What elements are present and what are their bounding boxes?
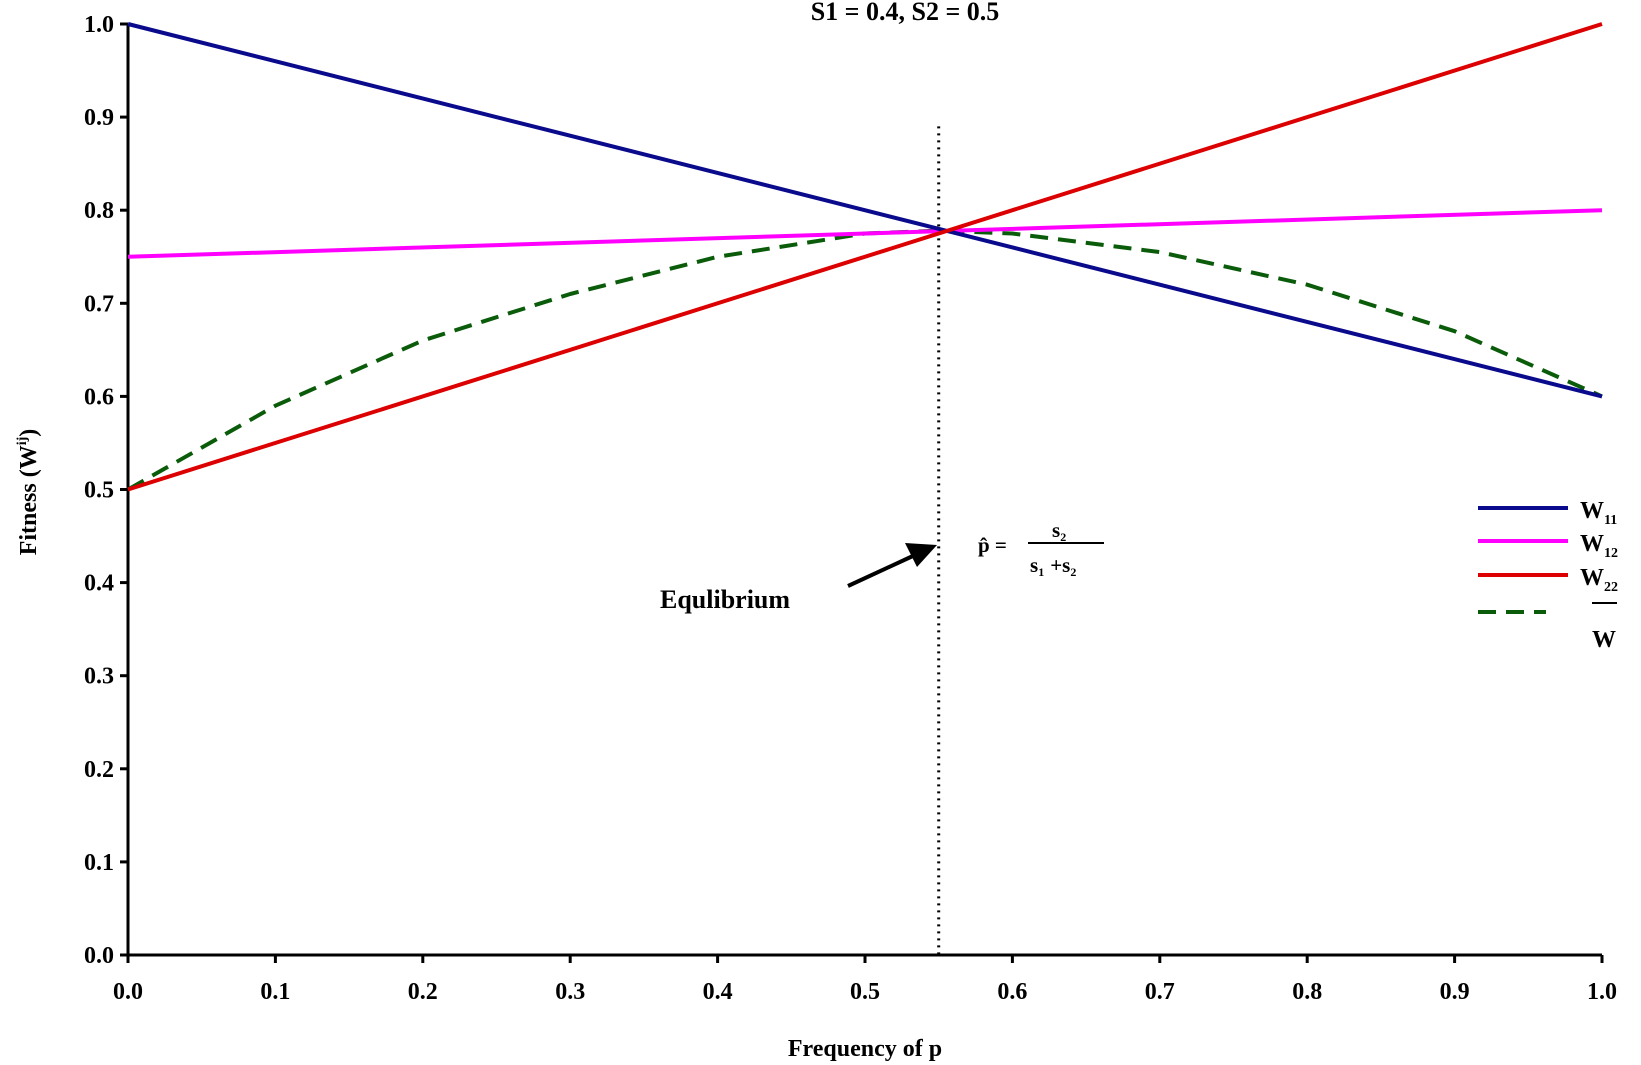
y-tick-label: 0.8 <box>84 198 114 224</box>
legend-label: W11 <box>1580 498 1617 528</box>
x-tick-label: 0.3 <box>555 979 585 1005</box>
y-axis-title: Fitness (Wij) <box>15 429 42 556</box>
y-axis-title-main: Fitness (W <box>16 445 42 555</box>
series-line-1 <box>127 22 1603 399</box>
y-tick-label: 0.9 <box>84 105 114 131</box>
y-axis-title-sup: ij <box>15 437 30 446</box>
y-tick-label: 0.6 <box>84 384 114 410</box>
formula-denominator-s1: s <box>1030 553 1038 577</box>
equilibrium-label: Equlibrium <box>660 585 790 614</box>
formula-denominator: s1 +s2 <box>1030 553 1076 579</box>
y-tick-label: 0.1 <box>84 850 114 876</box>
chart-title: S1 = 0.4, S2 = 0.5 <box>811 0 1000 26</box>
legend-label-base: W <box>1580 531 1604 557</box>
x-ticks: 0.0 0.1 0.2 0.3 0.4 0.5 0.6 0.7 0.8 0.9 1.0 <box>113 955 1617 1005</box>
x-tick-label: 0.4 <box>703 979 733 1005</box>
axes <box>126 24 1602 957</box>
equilibrium-arrow <box>847 543 937 588</box>
legend-label-sub: 11 <box>1604 513 1617 528</box>
formula-denominator-s1-sub: 1 <box>1038 565 1044 579</box>
x-tick-label: 0.0 <box>113 979 143 1005</box>
legend-label-sub: 12 <box>1604 546 1618 561</box>
formula-numerator-s: s <box>1052 518 1060 542</box>
equilibrium-arrow-head <box>905 543 937 567</box>
x-tick-label: 0.2 <box>408 979 438 1005</box>
legend-label-base: W <box>1580 498 1604 524</box>
x-tick-label: 0.5 <box>850 979 880 1005</box>
x-tick-label: 0.1 <box>260 979 290 1005</box>
series-group <box>127 22 1603 492</box>
legend-label: W <box>1592 627 1616 653</box>
formula-numerator-sub: 2 <box>1060 530 1066 544</box>
x-tick-label: 0.7 <box>1145 979 1175 1005</box>
y-tick-label: 0.4 <box>84 571 114 597</box>
y-tick-label: 0.0 <box>84 943 114 969</box>
series-line-3 <box>127 22 1603 492</box>
y-tick-label: 0.7 <box>84 291 114 317</box>
legend-label: W12 <box>1580 531 1618 561</box>
y-tick-label: 0.5 <box>84 478 114 504</box>
x-axis-title: Frequency of p <box>788 1036 942 1062</box>
legend-label-base: W <box>1580 565 1604 591</box>
series-line-2 <box>127 208 1603 259</box>
formula-denominator-s2-sub: 2 <box>1070 565 1076 579</box>
y-axis-title-close: ) <box>16 429 42 437</box>
x-tick-label: 0.8 <box>1292 979 1322 1005</box>
y-tick-label: 0.2 <box>84 757 114 783</box>
x-tick-label: 0.9 <box>1440 979 1470 1005</box>
equilibrium-arrow-shaft <box>847 553 916 588</box>
y-tick-label: 0.3 <box>84 664 114 690</box>
y-tick-label: 1.0 <box>84 12 114 38</box>
formula-lhs: p̂ = <box>978 533 1007 557</box>
x-tick-label: 1.0 <box>1587 979 1617 1005</box>
legend-label-sub: 22 <box>1604 580 1618 595</box>
x-tick-label: 0.6 <box>997 979 1027 1005</box>
legend-label: W22 <box>1580 565 1618 595</box>
series-line-4 <box>127 228 1603 492</box>
y-ticks: 0.0 0.1 0.2 0.3 0.4 0.5 0.6 0.7 0.8 0.9 1.0 <box>84 12 128 969</box>
equilibrium-formula: p̂ = s2 s1 +s2 <box>978 518 1104 579</box>
formula-denominator-plus-s: +s <box>1050 553 1070 577</box>
formula-numerator: s2 <box>1052 518 1066 544</box>
